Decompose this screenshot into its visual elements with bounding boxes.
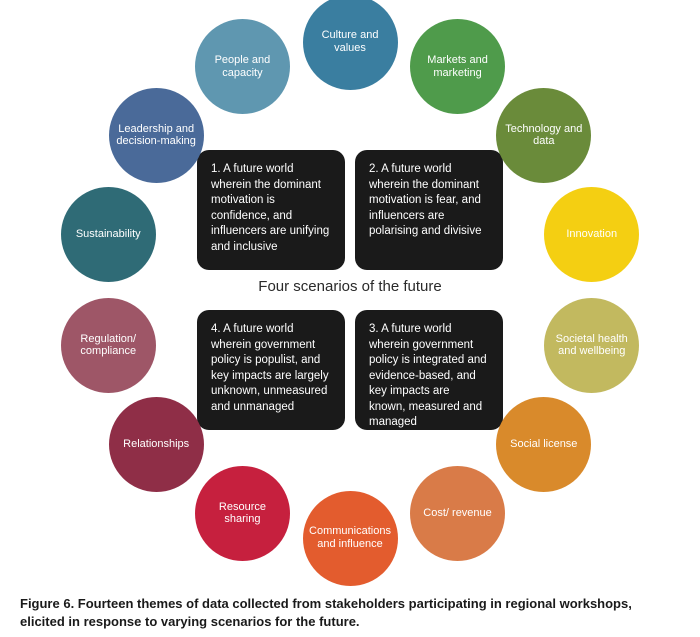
theme-node: Resource sharing [195,466,290,561]
theme-node: Societal health and wellbeing [544,298,639,393]
center-title-text: Four scenarios of the future [258,278,441,295]
theme-node: Communications and influence [303,491,398,586]
theme-node-label: Sustainability [67,228,150,241]
theme-node-label: Societal health and wellbeing [550,333,633,358]
scenario-text-4: 4. A future world wherein government pol… [211,323,329,413]
theme-node: Markets and marketing [410,19,505,114]
theme-node-label: Technology and data [502,123,585,148]
theme-node-label: Markets and marketing [416,54,499,79]
center-title: Four scenarios of the future [200,278,500,295]
theme-node-label: People and capacity [201,54,284,79]
theme-node: Regulation/ compliance [61,298,156,393]
theme-node-label: Resource sharing [201,501,284,526]
theme-node: Sustainability [61,187,156,282]
scenario-box-2: 2. A future world wherein the dominant m… [355,150,503,270]
figure-caption-text: Figure 6. Fourteen themes of data collec… [20,596,632,629]
theme-node-label: Leadership and decision-making [115,123,198,148]
scenario-text-1: 1. A future world wherein the dominant m… [211,163,329,253]
theme-node-label: Innovation [550,228,633,241]
theme-node: Leadership and decision-making [109,88,204,183]
theme-node: Relationships [109,397,204,492]
scenario-box-3: 3. A future world wherein government pol… [355,310,503,430]
figure-stage: 1. A future world wherein the dominant m… [0,0,700,637]
theme-node: Innovation [544,187,639,282]
theme-node-label: Regulation/ compliance [67,333,150,358]
theme-node-label: Culture and values [309,29,392,54]
scenario-text-3: 3. A future world wherein government pol… [369,323,487,428]
theme-node-label: Cost/ revenue [416,507,499,520]
scenario-box-4: 4. A future world wherein government pol… [197,310,345,430]
theme-node: Social license [496,397,591,492]
theme-node-label: Relationships [115,438,198,451]
figure-caption: Figure 6. Fourteen themes of data collec… [20,595,680,630]
theme-node: Culture and values [303,0,398,90]
theme-node-label: Social license [502,438,585,451]
scenario-text-2: 2. A future world wherein the dominant m… [369,163,482,237]
scenario-box-1: 1. A future world wherein the dominant m… [197,150,345,270]
theme-node: Technology and data [496,88,591,183]
theme-node: Cost/ revenue [410,466,505,561]
theme-node: People and capacity [195,19,290,114]
theme-node-label: Communications and influence [309,525,392,550]
